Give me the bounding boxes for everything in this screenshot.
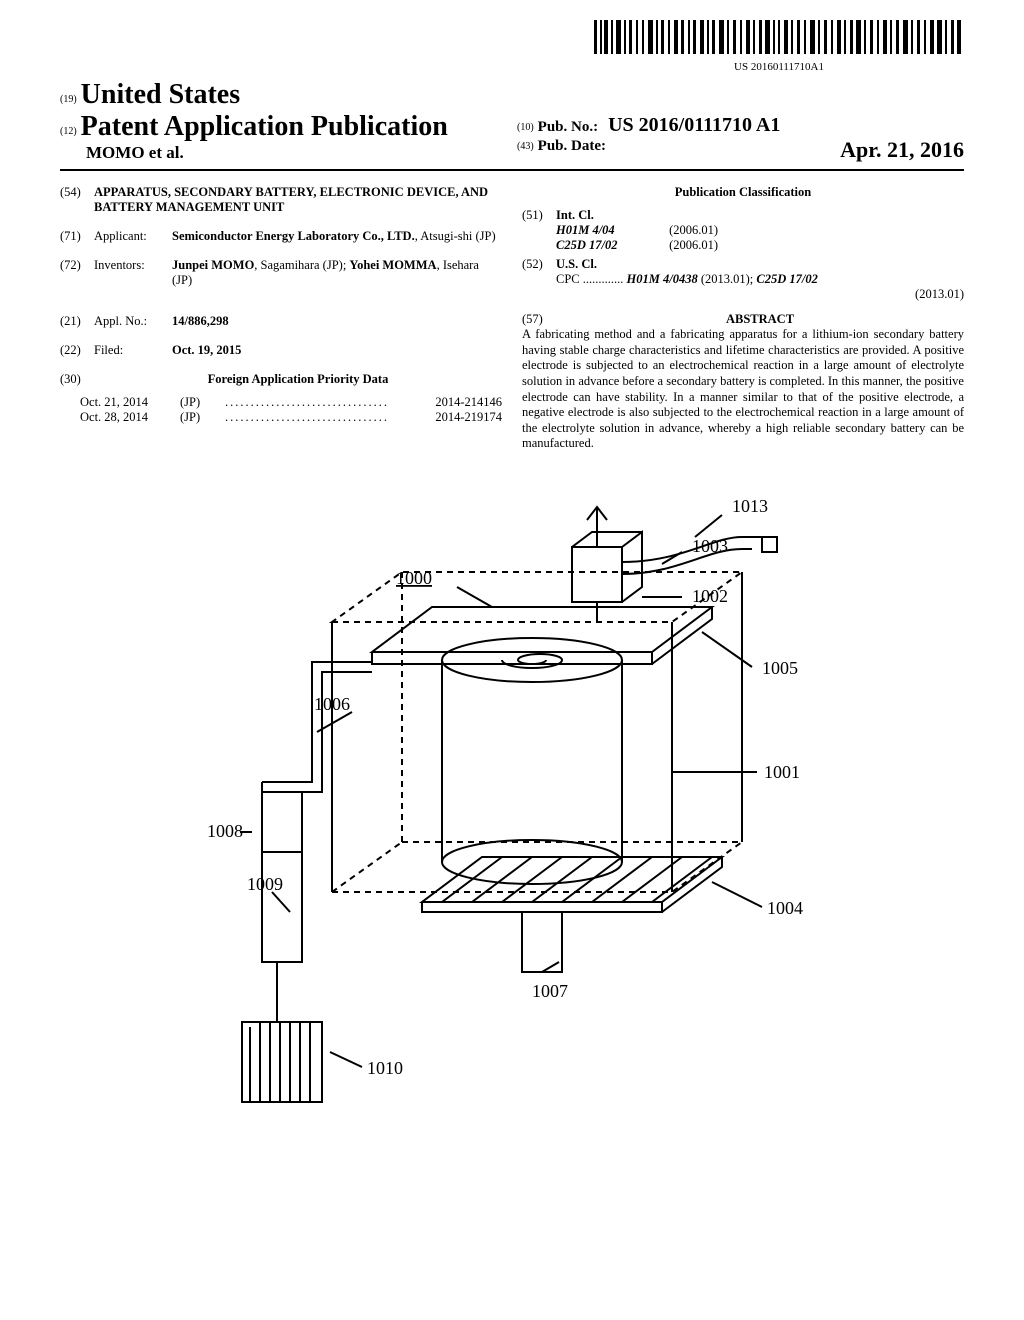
filed-label: Filed: bbox=[94, 343, 172, 358]
fig-label-1002: 1002 bbox=[692, 586, 728, 606]
invention-title: APPARATUS, SECONDARY BATTERY, ELECTRONIC… bbox=[94, 185, 502, 215]
code-72: (72) bbox=[60, 258, 94, 288]
fig-label-1013: 1013 bbox=[732, 496, 768, 516]
code-21: (21) bbox=[60, 314, 94, 329]
fig-label-1008: 1008 bbox=[207, 821, 243, 841]
cpc-1: H01M 4/0438 bbox=[627, 272, 698, 286]
doc-type: Patent Application Publication bbox=[81, 111, 448, 142]
priority-row-0: Oct. 21, 2014 (JP) .....................… bbox=[80, 395, 502, 410]
code-30: (30) bbox=[60, 372, 94, 387]
patent-page: US 20160111710A1 (19) United States (12)… bbox=[0, 0, 1024, 1177]
abstract-block: (57) ABSTRACT A fabricating method and a… bbox=[522, 312, 964, 452]
fig-label-1005: 1005 bbox=[762, 658, 798, 678]
patent-figure-svg: 1000 1013 1003 1002 1005 1001 1004 1006 … bbox=[202, 492, 822, 1132]
inventors-item: (72) Inventors: Junpei MOMO, Sagamihara … bbox=[60, 258, 502, 288]
priority-row-1: Oct. 28, 2014 (JP) .....................… bbox=[80, 410, 502, 425]
applicant-name: Semiconductor Energy Laboratory Co., LTD… bbox=[172, 229, 415, 243]
cpc-2v: (2013.01) bbox=[522, 287, 964, 302]
priority-date-0: Oct. 21, 2014 bbox=[80, 395, 180, 410]
applicant-loc: , Atsugi-shi (JP) bbox=[415, 229, 496, 243]
intcl-row-0: H01M 4/04 (2006.01) bbox=[556, 223, 964, 238]
header-zone: (19) United States (12) Patent Applicati… bbox=[60, 79, 964, 171]
code-19: (19) bbox=[60, 94, 77, 105]
figure-area: 1000 1013 1003 1002 1005 1001 1004 1006 … bbox=[60, 492, 964, 1137]
priority-dots-0: ................................ bbox=[225, 395, 402, 410]
intcl-sym-0: H01M 4/04 bbox=[556, 223, 666, 238]
fig-label-1007: 1007 bbox=[532, 981, 568, 1001]
left-column: (54) APPARATUS, SECONDARY BATTERY, ELECT… bbox=[60, 185, 502, 452]
cpc-1v: (2013.01); bbox=[698, 272, 757, 286]
priority-date-1: Oct. 28, 2014 bbox=[80, 410, 180, 425]
inventor-1-loc: , Sagamihara (JP); bbox=[254, 258, 349, 272]
title-item: (54) APPARATUS, SECONDARY BATTERY, ELECT… bbox=[60, 185, 502, 215]
code-51: (51) bbox=[522, 208, 556, 223]
priority-table: Oct. 21, 2014 (JP) .....................… bbox=[60, 395, 502, 425]
barcode-svg bbox=[594, 20, 964, 54]
applno-item: (21) Appl. No.: 14/886,298 bbox=[60, 314, 502, 329]
fig-label-1006: 1006 bbox=[314, 694, 350, 714]
inventor-1: Junpei MOMO bbox=[172, 258, 254, 272]
intcl-ver-0: (2006.01) bbox=[669, 223, 718, 237]
cpc-label: CPC bbox=[556, 272, 580, 286]
barcode-text: US 20160111710A1 bbox=[594, 61, 964, 73]
code-71: (71) bbox=[60, 229, 94, 244]
header-right: (10) Pub. No.: US 2016/0111710 A1 (43) P… bbox=[507, 114, 964, 163]
applicant-label: Applicant: bbox=[94, 229, 172, 244]
pub-no: US 2016/0111710 A1 bbox=[608, 114, 780, 136]
code-54: (54) bbox=[60, 185, 94, 215]
inventor-2: Yohei MOMMA bbox=[349, 258, 436, 272]
fig-label-1010: 1010 bbox=[367, 1058, 403, 1078]
priority-cc-1: (JP) bbox=[180, 410, 225, 425]
fig-label-1004: 1004 bbox=[767, 898, 803, 918]
author-line: MOMO et al. bbox=[86, 143, 184, 162]
cpc-2: C25D 17/02 bbox=[756, 272, 817, 286]
uscl-label: U.S. Cl. bbox=[556, 257, 597, 272]
barcode: US 20160111710A1 bbox=[594, 20, 964, 73]
priority-dots-1: ................................ bbox=[225, 410, 402, 425]
barcode-block: US 20160111710A1 bbox=[60, 20, 964, 75]
code-10: (10) bbox=[517, 122, 534, 133]
applicant-item: (71) Applicant: Semiconductor Energy Lab… bbox=[60, 229, 502, 244]
inventors-value: Junpei MOMO, Sagamihara (JP); Yohei MOMM… bbox=[172, 258, 502, 288]
classification-heading: Publication Classification bbox=[522, 185, 964, 200]
priority-cc-0: (JP) bbox=[180, 395, 225, 410]
filed-item: (22) Filed: Oct. 19, 2015 bbox=[60, 343, 502, 358]
intcl-block: (51) Int. Cl. H01M 4/04 (2006.01) C25D 1… bbox=[522, 208, 964, 253]
country-name: United States bbox=[81, 79, 240, 110]
code-43: (43) bbox=[517, 141, 534, 152]
abstract-text: A fabricating method and a fabricating a… bbox=[522, 327, 964, 452]
fig-label-1000: 1000 bbox=[396, 568, 432, 588]
code-22: (22) bbox=[60, 343, 94, 358]
uscl-block: (52) U.S. Cl. CPC ............. H01M 4/0… bbox=[522, 257, 964, 302]
cpc-dots: ............. bbox=[583, 272, 627, 286]
intcl-ver-1: (2006.01) bbox=[669, 238, 718, 252]
applicant-value: Semiconductor Energy Laboratory Co., LTD… bbox=[172, 229, 502, 244]
fig-label-1001: 1001 bbox=[764, 762, 800, 782]
priority-heading: Foreign Application Priority Data bbox=[94, 372, 502, 387]
priority-num-1: 2014-219174 bbox=[402, 410, 502, 425]
code-12: (12) bbox=[60, 126, 77, 137]
fig-label-1003: 1003 bbox=[692, 536, 728, 556]
header-left: (19) United States (12) Patent Applicati… bbox=[60, 79, 507, 163]
fig-label-1009: 1009 bbox=[247, 874, 283, 894]
priority-item: (30) Foreign Application Priority Data O… bbox=[60, 372, 502, 425]
inventors-label: Inventors: bbox=[94, 258, 172, 288]
applno-label: Appl. No.: bbox=[94, 314, 172, 329]
right-column: Publication Classification (51) Int. Cl.… bbox=[522, 185, 964, 452]
intcl-sym-1: C25D 17/02 bbox=[556, 238, 666, 253]
pub-no-label: Pub. No.: bbox=[538, 119, 598, 135]
abstract-heading: ABSTRACT bbox=[556, 312, 964, 327]
filed-value: Oct. 19, 2015 bbox=[172, 343, 502, 358]
intcl-label: Int. Cl. bbox=[556, 208, 594, 223]
biblio-columns: (54) APPARATUS, SECONDARY BATTERY, ELECT… bbox=[60, 185, 964, 452]
priority-num-0: 2014-214146 bbox=[402, 395, 502, 410]
intcl-row-1: C25D 17/02 (2006.01) bbox=[556, 238, 964, 253]
pub-date: Apr. 21, 2016 bbox=[840, 137, 964, 163]
code-57: (57) bbox=[522, 312, 556, 327]
applno-value: 14/886,298 bbox=[172, 314, 502, 329]
pub-date-label: Pub. Date: bbox=[538, 138, 606, 154]
code-52: (52) bbox=[522, 257, 556, 272]
cpc-line: CPC ............. H01M 4/0438 (2013.01);… bbox=[556, 272, 964, 287]
